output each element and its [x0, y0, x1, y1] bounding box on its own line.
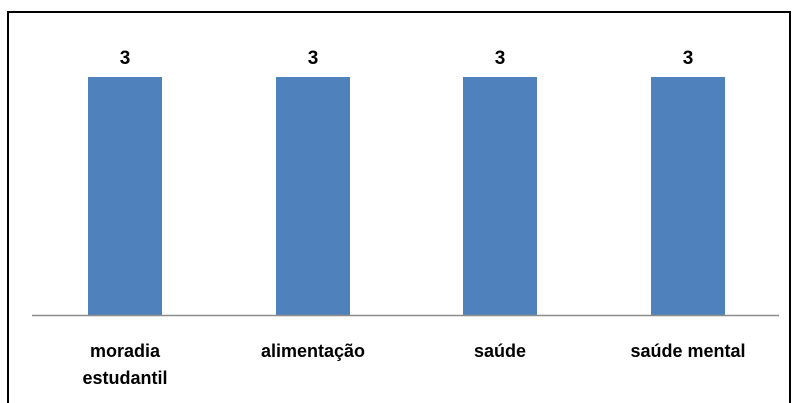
x-tick-label-1: moradia estudantil — [82, 341, 167, 388]
data-labels-layer: 3 3 3 3 — [120, 48, 694, 69]
bar-4 — [651, 77, 725, 315]
bars-layer — [88, 77, 725, 315]
x-tick-labels-layer: moradia estudantil alimentação saúde saúde m… — [82, 341, 745, 388]
bar-3 — [463, 77, 537, 315]
data-label-4: 3 — [683, 48, 694, 69]
x-tick-label-4: saúde mental — [630, 341, 745, 361]
data-label-2: 3 — [308, 48, 319, 69]
data-label-3: 3 — [495, 48, 506, 69]
data-label-1: 3 — [120, 48, 131, 69]
bar-1 — [88, 77, 162, 315]
x-tick-label-3: saúde — [474, 341, 526, 361]
bar-2 — [276, 77, 350, 315]
x-tick-label-2: alimentação — [261, 341, 365, 361]
